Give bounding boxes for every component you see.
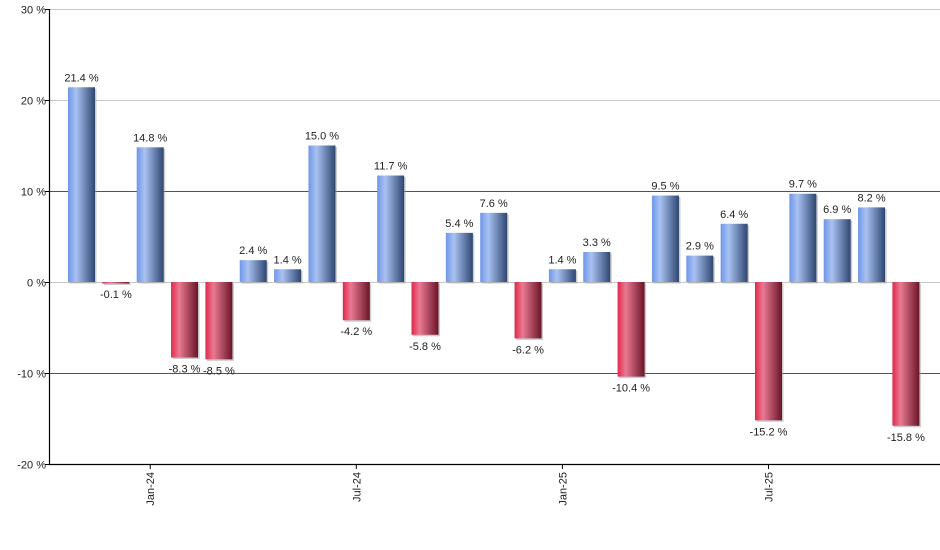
y-tick-label: 20 % (21, 96, 46, 108)
x-tick-label: Jul-24 (351, 472, 363, 502)
bar-value-label: 8.2 % (857, 192, 885, 204)
y-tick-label: -10 % (17, 369, 46, 381)
bar (858, 207, 886, 282)
y-tick-label: 0 % (27, 278, 46, 290)
bar (171, 282, 199, 358)
x-tick-label: Jul-25 (764, 472, 776, 502)
y-tick-label: 10 % (21, 187, 46, 199)
bar-value-label: -15.8 % (887, 432, 925, 444)
bar (445, 232, 473, 282)
bar (617, 282, 645, 377)
y-tick-label: -20 % (17, 460, 46, 472)
bar-value-label: -6.2 % (512, 344, 544, 356)
bar (514, 282, 542, 339)
bar (720, 223, 748, 282)
bar-value-label: 7.6 % (480, 198, 508, 210)
bars (68, 87, 921, 428)
bar (583, 251, 611, 282)
bar (136, 147, 164, 282)
bar-value-label: -15.2 % (750, 426, 788, 438)
bar-value-label: 11.7 % (374, 161, 408, 173)
bar (411, 282, 439, 335)
bar (686, 255, 714, 282)
bar-value-label: 3.3 % (583, 237, 611, 249)
bar (892, 282, 920, 426)
bar-value-label: -5.8 % (409, 341, 441, 353)
y-tick-label: 30 % (21, 5, 46, 17)
bar-value-label: 21.4 % (64, 72, 98, 84)
value-labels: 21.4 % -0.1 % 14.8 % -8.3 % -8.5 % 2.4 % 1.4 %… (64, 72, 925, 444)
bar-value-label: 14.8 % (133, 132, 167, 144)
bar-value-label: -8.5 % (203, 365, 235, 377)
bar-value-label: 5.4 % (445, 218, 473, 230)
bar (205, 282, 233, 360)
bar-value-label: 2.4 % (239, 245, 267, 257)
bar (789, 193, 817, 282)
bar-value-label: 15.0 % (305, 131, 339, 143)
bar (274, 269, 302, 282)
bar-value-label: 6.9 % (823, 204, 851, 216)
bar-value-label: 9.7 % (789, 179, 817, 191)
bar-value-label: -10.4 % (612, 383, 650, 395)
bar (377, 175, 405, 282)
x-tick-label: Jan-25 (557, 472, 569, 506)
bar-value-label: 6.4 % (720, 209, 748, 221)
bar (102, 282, 130, 284)
bar-value-label: 1.4 % (548, 254, 576, 266)
bar-value-label: -4.2 % (340, 326, 372, 338)
bar-value-label: 9.5 % (651, 181, 679, 193)
bar-value-label: 1.4 % (274, 254, 302, 266)
bar (548, 269, 576, 282)
axes: 30 % 20 % 10 % 0 % -10 % -20 % Jan-24 Jul-24 Jan… (17, 5, 940, 506)
bar-value-label: 2.9 % (686, 241, 714, 253)
bar (651, 195, 679, 282)
bar-value-label: -0.1 % (100, 289, 132, 301)
bar (755, 282, 782, 421)
bar-value-label: -8.3 % (169, 364, 201, 376)
bar (823, 219, 851, 282)
bar (308, 145, 336, 282)
x-tick-label: Jan-24 (145, 472, 157, 506)
bar (68, 87, 95, 282)
bar (342, 282, 370, 321)
bar (480, 212, 508, 282)
bar (239, 260, 267, 282)
